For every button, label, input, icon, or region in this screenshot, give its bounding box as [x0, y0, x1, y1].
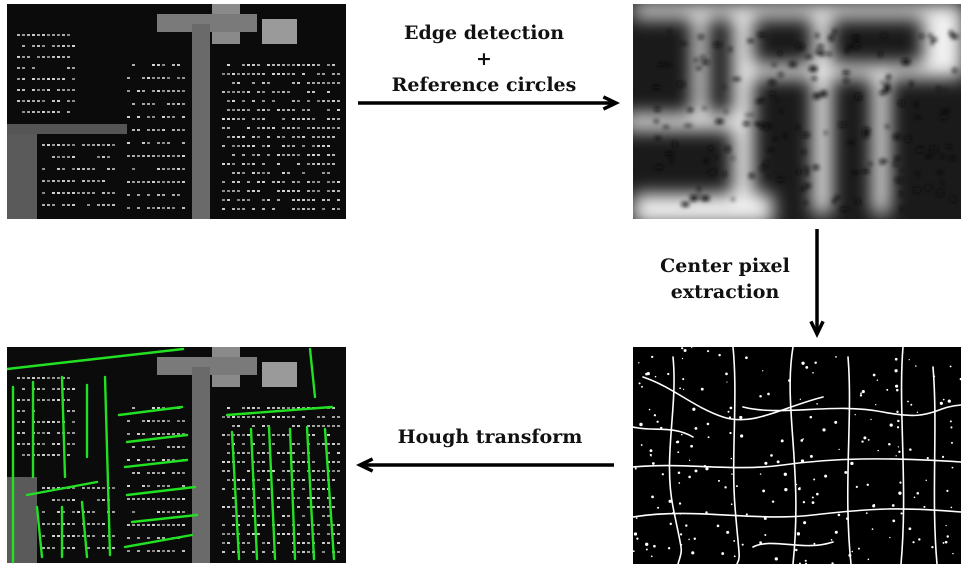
hough-line-6	[25, 480, 99, 497]
arrow-left	[355, 457, 614, 473]
center-pixel-text: Center pixel	[660, 255, 790, 277]
hough-line-11	[125, 433, 189, 444]
hough-line-0	[7, 347, 185, 371]
distance-map-panel	[633, 4, 961, 219]
hough-line-12	[123, 458, 189, 469]
center-pixel-label: Center pixel extraction	[640, 253, 810, 305]
hough-line-19	[267, 425, 277, 561]
plus-text: +	[476, 48, 492, 70]
hough-line-10	[117, 405, 184, 417]
hough-line-21	[305, 425, 316, 561]
arrow-down	[809, 229, 825, 339]
hough-line-23	[308, 347, 317, 399]
hough-line-7	[35, 505, 44, 559]
hough-line-5	[103, 375, 112, 557]
edge-detection-label: Edge detection + Reference circles	[360, 20, 608, 98]
arrow-right	[358, 95, 621, 111]
hough-line-15	[123, 533, 194, 549]
hough-transform-label: Hough transform	[380, 424, 600, 450]
edge-detection-text: Edge detection	[403, 22, 565, 44]
hough-line-13	[125, 485, 197, 497]
hough-line-3	[60, 375, 67, 479]
hough-transform-text: Hough transform	[397, 426, 583, 448]
extraction-text: extraction	[670, 281, 780, 303]
reference-circles-text: Reference circles	[391, 74, 577, 96]
satellite-image-panel	[7, 4, 346, 219]
hough-line-9	[80, 500, 89, 559]
hough-line-14	[130, 513, 199, 524]
hough-result-panel	[7, 347, 346, 563]
hough-line-16	[225, 405, 334, 417]
hough-line-18	[249, 427, 259, 561]
hough-line-17	[230, 430, 241, 561]
hough-line-20	[288, 427, 297, 561]
hough-line-22	[323, 427, 336, 561]
center-pixel-panel	[633, 347, 961, 564]
